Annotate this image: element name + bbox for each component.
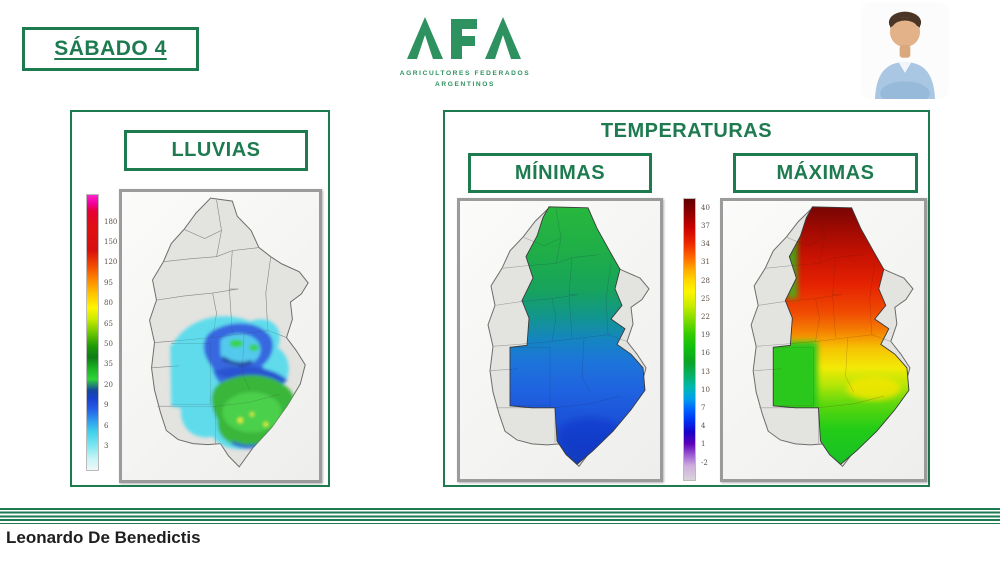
rain-map-svg [149,197,309,468]
scale-tick-label: 35 [104,360,113,369]
rain-color-scale: 180 150 120 95 80 65 50 35 20 9 6 3 [86,194,121,471]
scale-tick-label: 19 [701,331,710,340]
afa-subtitle-line2: ARGENTINOS [435,80,495,88]
scale-tick-label: 4 [701,422,706,431]
scale-tick-label: 10 [701,385,710,394]
rain-panel: LLUVIAS 180 150 120 95 80 65 50 35 20 9 6 3 [70,110,330,487]
rain-map [119,189,322,483]
scale-tick-label: 6 [104,421,109,430]
day-title-box: SÁBADO 4 [22,27,199,71]
temperature-panel: TEMPERATURAS MÍNIMAS MÁXIMAS 40 37 34 31 28 2… [443,110,930,487]
rain-title-box: LLUVIAS [124,130,308,171]
scale-tick-label: 37 [701,222,710,231]
scale-tick-label: 150 [104,238,118,247]
rain-scale-bar [86,194,99,471]
temperature-heading: TEMPERATURAS [600,120,773,142]
afa-logo: AGRICULTORES FEDERADOS ARGENTINOS [392,13,538,89]
scale-tick-label: 20 [104,380,113,389]
rain-field [170,316,295,450]
rain-scale-labels: 180 150 120 95 80 65 50 35 20 9 6 3 [99,194,121,471]
day-title: SÁBADO 4 [54,37,167,60]
presenter-photo [861,2,949,99]
maximas-title-box: MÁXIMAS [733,153,918,193]
scale-tick-label: 80 [104,299,113,308]
max-map-svg [750,206,914,467]
scale-tick-label: 22 [701,313,710,322]
scale-tick-label: 16 [701,349,710,358]
scale-tick-label: 120 [104,258,118,267]
scale-tick-label: 28 [701,276,710,285]
scale-tick-label: 3 [104,442,109,451]
presenter-illustration [861,2,949,99]
scale-tick-label: 1 [701,440,706,449]
minimas-title-box: MÍNIMAS [468,153,652,193]
scale-tick-label: 31 [701,258,710,267]
scale-tick-label: 40 [701,203,710,212]
temperature-color-scale: 40 37 34 31 28 25 22 19 16 13 10 7 4 1 -2 [683,198,718,481]
rain-title: LLUVIAS [171,139,261,161]
maximas-title: MÁXIMAS [776,161,875,184]
scale-tick-label: 50 [104,340,113,349]
minimas-title: MÍNIMAS [514,161,606,184]
afa-subtitle-line1: AGRICULTORES FEDERADOS [399,70,531,77]
max-temperature-map [720,198,927,482]
scale-tick-label: 9 [104,401,109,410]
footer-stripes [0,508,1000,524]
scale-tick-label: 65 [104,319,113,328]
temperature-scale-bar [683,198,696,481]
scale-tick-label: 13 [701,367,710,376]
scale-tick-label: 25 [701,294,710,303]
temperature-scale-labels: 40 37 34 31 28 25 22 19 16 13 10 7 4 1 -2 [696,198,718,481]
min-map-svg [487,206,650,467]
scale-tick-label: -2 [701,458,708,467]
scale-tick-label: 34 [701,240,710,249]
scale-tick-label: 180 [104,217,118,226]
afa-logo-mark [407,17,521,59]
min-temperature-map [457,198,663,482]
author-name: Leonardo De Benedictis [6,528,201,547]
scale-tick-label: 95 [104,278,113,287]
scale-tick-label: 7 [701,404,706,413]
